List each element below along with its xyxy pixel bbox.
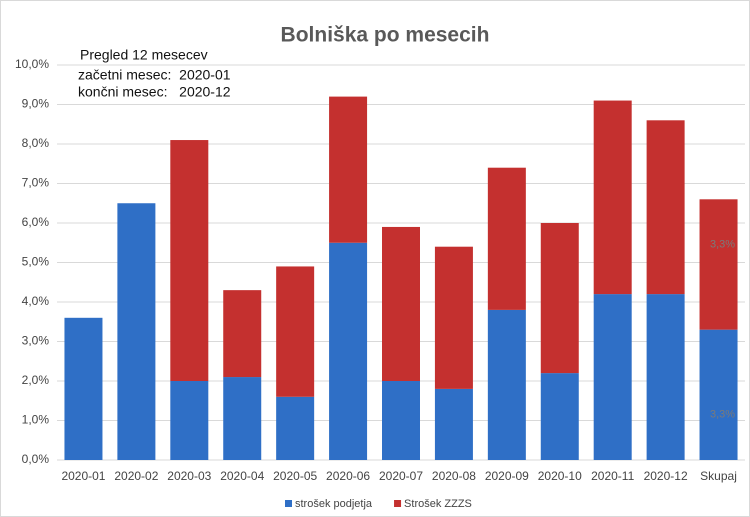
y-tick-label: 3,0% [22,334,50,348]
y-tick-label: 1,0% [22,413,50,427]
x-tick-label: 2020-01 [61,469,105,483]
bar-segment [646,120,685,295]
x-tick-label: 2020-10 [538,469,582,483]
x-tick-label: 2020-05 [273,469,317,483]
y-tick-label: 0,0% [22,452,50,466]
bar-segment [540,223,579,374]
bar-segment [540,373,579,460]
data-label: 3,3% [710,409,735,421]
bar-segment [223,377,262,460]
bar-segment [64,317,103,460]
x-tick-label: 2020-07 [379,469,423,483]
x-tick-label: 2020-09 [485,469,529,483]
x-tick-label: 2020-03 [167,469,211,483]
legend-label: strošek podjetja [295,498,373,510]
bar-segment [434,388,473,460]
annotation: začetni mesec: 2020-01 [78,67,231,83]
y-tick-label: 6,0% [22,215,50,229]
bar-segment [487,309,526,460]
bar-segment [276,266,315,397]
x-tick-label: 2020-04 [220,469,264,483]
x-tick-label: Skupaj [700,469,737,483]
y-tick-label: 5,0% [22,255,50,269]
legend-swatch [285,500,292,507]
bar-segment [276,396,315,460]
annotation: Pregled 12 mesecev [80,47,208,63]
bar-segment [170,140,209,381]
bar-segment [646,294,685,460]
y-tick-label: 2,0% [22,373,50,387]
bar-segment [699,329,738,460]
bar-segment [487,167,526,310]
annotation: končni mesec: 2020-12 [78,84,231,100]
x-tick-label: 2020-11 [591,469,634,483]
legend-label: Strošek ZZZS [404,498,472,510]
x-tick-label: 2020-12 [644,469,688,483]
x-tick-label: 2020-02 [114,469,158,483]
chart-title: Bolniška po mesecih [281,24,490,47]
y-tick-label: 8,0% [22,136,50,150]
data-label: 3,3% [710,238,735,250]
bar-segment [382,381,420,460]
x-tick-label: 2020-08 [432,469,476,483]
bar-segment [329,242,368,460]
y-tick-label: 10,0% [15,57,49,71]
legend-swatch [394,500,402,507]
bar-segment [593,294,632,460]
bar-segment [170,381,209,460]
bar-segment [117,203,156,460]
y-tick-label: 4,0% [22,294,50,308]
bar-segment [434,246,473,389]
bar-segment [593,100,632,295]
bar-segment [329,96,368,243]
bar-segment [223,290,262,378]
y-tick-label: 9,0% [22,97,50,111]
bar-segment [699,199,738,330]
x-tick-label: 2020-06 [326,469,370,483]
bar-segment [382,226,420,381]
y-tick-label: 7,0% [22,176,50,190]
